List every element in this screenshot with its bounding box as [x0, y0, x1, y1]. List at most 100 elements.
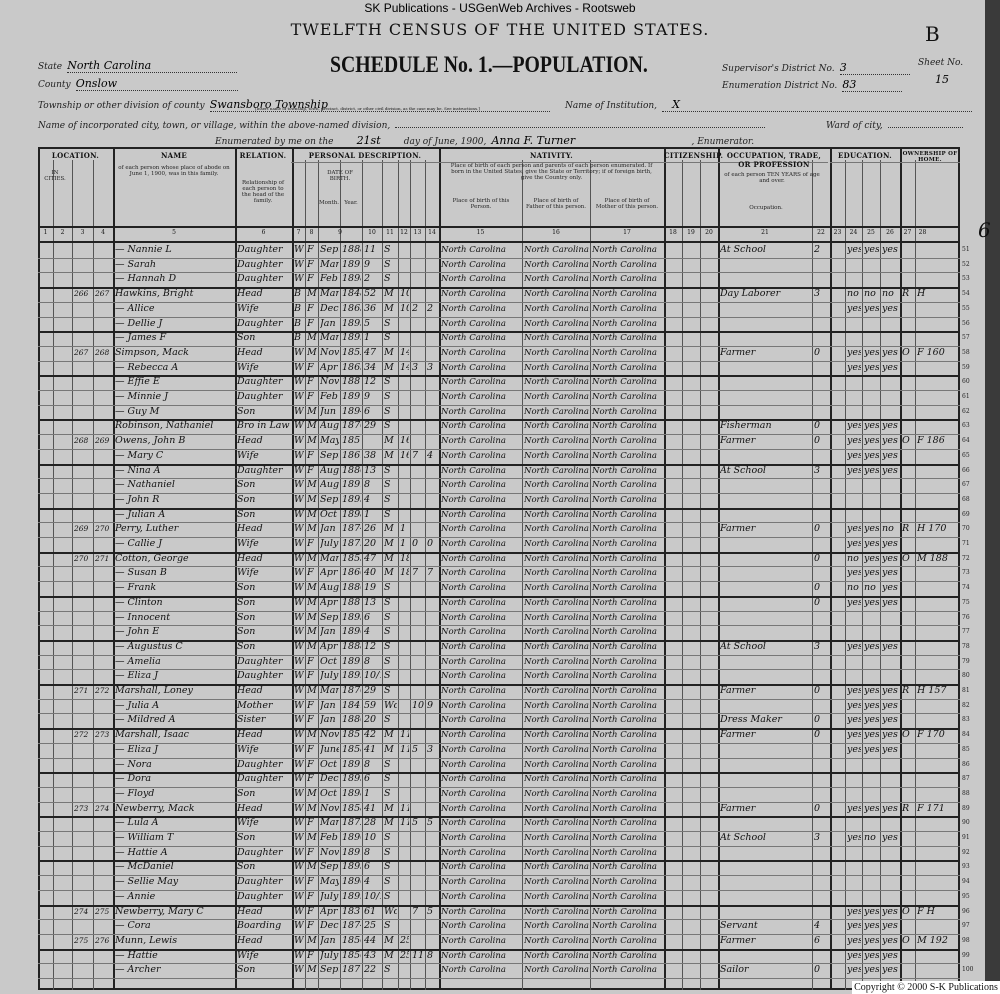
cell-mne — [814, 375, 829, 390]
cell-eng: yes — [882, 464, 898, 476]
header-rule — [38, 226, 960, 228]
cell-year: 1880 — [342, 714, 361, 726]
cell-mar: S — [384, 464, 391, 476]
cell-name: Robinson, Nathaniel — [115, 420, 214, 432]
cell-occ: At School — [720, 464, 766, 476]
cell-mbp: North Carolina — [592, 480, 657, 491]
cell-write — [864, 478, 879, 493]
cell-ym: 1 — [400, 538, 407, 549]
cell-month: July — [320, 890, 339, 902]
cell-own: R — [902, 802, 910, 814]
column-rule — [845, 160, 846, 990]
cell-sex: M — [307, 685, 317, 696]
cell-age: 19 — [364, 582, 377, 594]
cell-eng: yes — [882, 802, 898, 814]
cell-farm — [917, 846, 959, 861]
cell-color: W — [294, 420, 304, 432]
cell-month: Nov — [320, 376, 339, 388]
cell-eng: yes — [882, 949, 898, 961]
cell-write: yes — [864, 567, 879, 579]
column-rule — [425, 160, 426, 990]
column-number: 11 — [386, 229, 394, 236]
cell-liv — [427, 375, 438, 390]
cell-own — [902, 772, 914, 787]
cell-age: 1 — [364, 332, 371, 344]
cell-name: Owens, John B — [115, 435, 186, 447]
cell-mne: 3 — [814, 640, 821, 652]
cell-ym — [400, 419, 409, 434]
row-rule — [38, 845, 960, 847]
cell-mar: S — [384, 420, 391, 432]
cell-eng — [882, 405, 899, 420]
row-rule — [38, 566, 960, 568]
cell-farm — [917, 317, 959, 332]
row-rule — [38, 698, 960, 700]
cell-mne — [814, 758, 829, 773]
cell-name: Munn, Lewis — [115, 934, 178, 946]
cell-born — [412, 405, 424, 420]
cell-write: yes — [864, 552, 879, 564]
cell-born — [412, 331, 424, 346]
column-rule — [53, 160, 54, 990]
cell-occ: Farmer — [720, 435, 756, 447]
cell-ym — [400, 596, 409, 611]
cell-rel: Daughter — [237, 258, 283, 270]
cell-month: Sept — [320, 449, 339, 461]
cell-bp: North Carolina — [441, 347, 506, 358]
cell-own: R — [902, 523, 910, 535]
cell-read — [847, 405, 861, 420]
cell-rel: Wife — [237, 302, 259, 314]
cell-bp: North Carolina — [441, 759, 506, 770]
cell-mbp: North Carolina — [592, 509, 657, 520]
column-rule — [410, 160, 411, 990]
cell-bp: North Carolina — [441, 568, 506, 579]
cell-write: yes — [864, 244, 879, 255]
cell-color: W — [294, 391, 304, 402]
cell-ym — [400, 846, 409, 861]
cell-fam: 273 — [95, 730, 110, 740]
cell-year: 1890 — [342, 832, 361, 843]
row-rule — [38, 963, 960, 965]
cell-farm — [917, 655, 959, 670]
row-rule — [38, 492, 960, 494]
cell-age: 9 — [364, 258, 371, 270]
cell-mne — [814, 890, 829, 905]
cell-fbp: North Carolina — [524, 833, 589, 843]
cell-born — [412, 919, 424, 934]
cell-mbp: North Carolina — [592, 289, 657, 300]
cell-color: W — [294, 508, 304, 520]
cell-write: yes — [864, 640, 879, 652]
cell-own — [902, 743, 914, 758]
population-table — [38, 147, 960, 990]
cell-liv: 0 — [427, 538, 434, 549]
cell-age: 20 — [364, 714, 377, 726]
cell-ym — [400, 272, 409, 287]
cell-mne — [814, 361, 829, 376]
cell-read — [847, 816, 861, 831]
cell-bp: North Carolina — [441, 245, 506, 255]
cell-fam — [95, 963, 112, 978]
column-rule — [700, 160, 701, 990]
cell-born — [412, 625, 424, 640]
cell-dw — [74, 860, 92, 875]
cell-dw — [74, 919, 92, 934]
institution-field: Name of Institution, X — [565, 93, 973, 112]
line-number: 98 — [962, 936, 970, 944]
cell-mbp: North Carolina — [592, 877, 657, 888]
cell-occ — [720, 390, 811, 405]
cell-write — [864, 625, 879, 640]
cell-fbp: North Carolina — [524, 788, 589, 799]
cell-mne — [814, 860, 829, 875]
cell-dw: 271 — [74, 686, 89, 695]
cell-rel: Head — [237, 685, 263, 696]
line-number: 80 — [962, 672, 970, 680]
city-field: Name of incorporated city, town, or vill… — [38, 113, 766, 132]
cell-dw — [74, 537, 92, 552]
cell-fam — [95, 390, 112, 405]
cell-farm — [917, 405, 959, 420]
cell-write — [864, 405, 879, 420]
cell-mar: S — [384, 670, 391, 682]
